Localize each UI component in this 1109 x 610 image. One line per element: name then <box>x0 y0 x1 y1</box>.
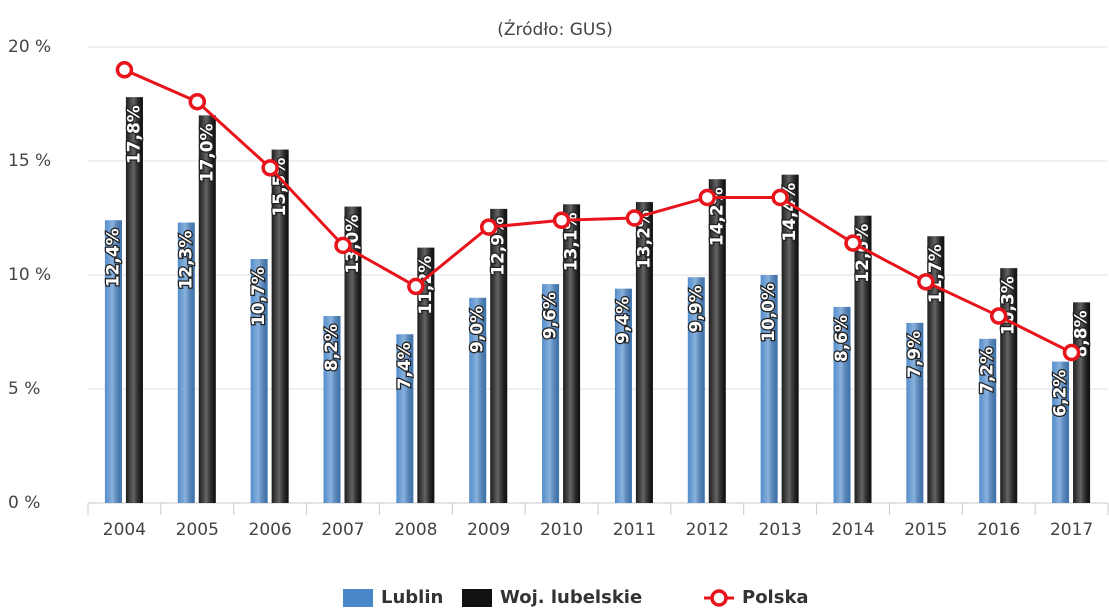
x-tick-label: 2010 <box>540 520 583 540</box>
value-label: 10,0% <box>759 283 779 342</box>
bar-shine <box>271 149 289 503</box>
bar-shine <box>104 220 122 503</box>
value-label: 10,3% <box>999 276 1019 335</box>
legend-label: Lublin <box>381 587 443 608</box>
x-tick-label: 2017 <box>1050 520 1093 540</box>
point <box>115 61 134 79</box>
x-tick-label: 2007 <box>321 520 364 540</box>
bar-shine <box>542 284 560 503</box>
bar-shine <box>833 306 851 503</box>
bar-shine <box>469 297 487 503</box>
bar-shine <box>250 259 268 503</box>
bar-shine <box>979 338 997 503</box>
x-tick-label: 2008 <box>394 520 437 540</box>
y-tick-label: 20 % <box>8 37 51 57</box>
bar-shine <box>635 202 653 504</box>
x-tick-label: 2015 <box>904 520 947 540</box>
bar-shine <box>344 206 362 503</box>
value-label: 11,2% <box>416 256 436 315</box>
bar-shine <box>125 97 143 503</box>
bar-shine <box>417 247 435 503</box>
bar-shine <box>906 322 924 503</box>
x-tick-label: 2011 <box>613 520 656 540</box>
chart-title: (Źródło: GUS) <box>497 18 613 40</box>
value-label: 7,2% <box>978 347 998 394</box>
point <box>261 159 279 177</box>
legend-swatch <box>710 589 728 607</box>
y-tick-label: 10 % <box>8 265 51 285</box>
value-label: 17,8% <box>124 105 144 164</box>
point <box>1062 343 1081 362</box>
point <box>479 218 498 236</box>
x-tick-label: 2006 <box>249 520 292 540</box>
point <box>407 277 425 296</box>
value-label: 7,4% <box>395 342 415 389</box>
value-label: 9,9% <box>686 285 706 332</box>
point <box>552 211 571 230</box>
bar-shine <box>781 174 799 503</box>
x-tick-label: 2016 <box>977 520 1020 540</box>
value-label: 13,0% <box>343 215 363 274</box>
bar-shine <box>177 222 195 503</box>
bar-shine <box>490 208 508 503</box>
point <box>625 209 644 227</box>
legend-swatch <box>343 589 373 607</box>
value-label: 17,0% <box>197 123 217 182</box>
line <box>123 68 1073 354</box>
value-label: 9,4% <box>613 297 633 344</box>
bar-shine <box>687 277 705 503</box>
value-label: 8,2% <box>322 324 342 371</box>
bar-shine <box>1052 361 1070 503</box>
x-tick-label: 2004 <box>103 520 146 540</box>
value-label: 12,3% <box>176 231 196 290</box>
value-label: 9,6% <box>541 292 561 339</box>
point <box>771 188 789 207</box>
point <box>989 307 1008 325</box>
bar-shine <box>614 288 632 503</box>
bar-shine <box>198 115 216 504</box>
point <box>917 273 935 291</box>
bar-shine <box>396 334 414 503</box>
bar-shine <box>760 275 778 503</box>
x-tick-label: 2009 <box>467 520 510 540</box>
bar-shine <box>927 236 945 504</box>
bar-shine <box>1000 268 1018 503</box>
point <box>334 236 352 255</box>
value-label: 12,4% <box>103 228 123 287</box>
y-tick-label: 0 % <box>8 493 40 513</box>
x-tick-label: 2014 <box>831 520 874 540</box>
value-label: 9,0% <box>468 306 488 353</box>
bar-shine <box>563 204 581 503</box>
bar-shine <box>708 179 726 504</box>
bar-shine <box>323 316 341 503</box>
value-label: 7,9% <box>905 331 925 378</box>
value-label: 10,7% <box>249 267 269 326</box>
legend-swatch <box>462 589 492 607</box>
y-tick-label: 15 % <box>8 151 51 171</box>
value-label: 6,2% <box>1051 370 1071 417</box>
point <box>698 188 717 207</box>
x-tick-label: 2012 <box>686 520 729 540</box>
x-tick-label: 2013 <box>759 520 802 540</box>
bar-shine <box>854 215 872 503</box>
point <box>844 234 862 252</box>
value-label: 8,6% <box>832 315 852 362</box>
legend-label: Woj. lubelskie <box>500 587 642 608</box>
x-tick-label: 2005 <box>176 520 219 540</box>
legend-label: Polska <box>742 587 809 608</box>
point <box>188 92 207 111</box>
y-tick-label: 5 % <box>8 379 40 399</box>
